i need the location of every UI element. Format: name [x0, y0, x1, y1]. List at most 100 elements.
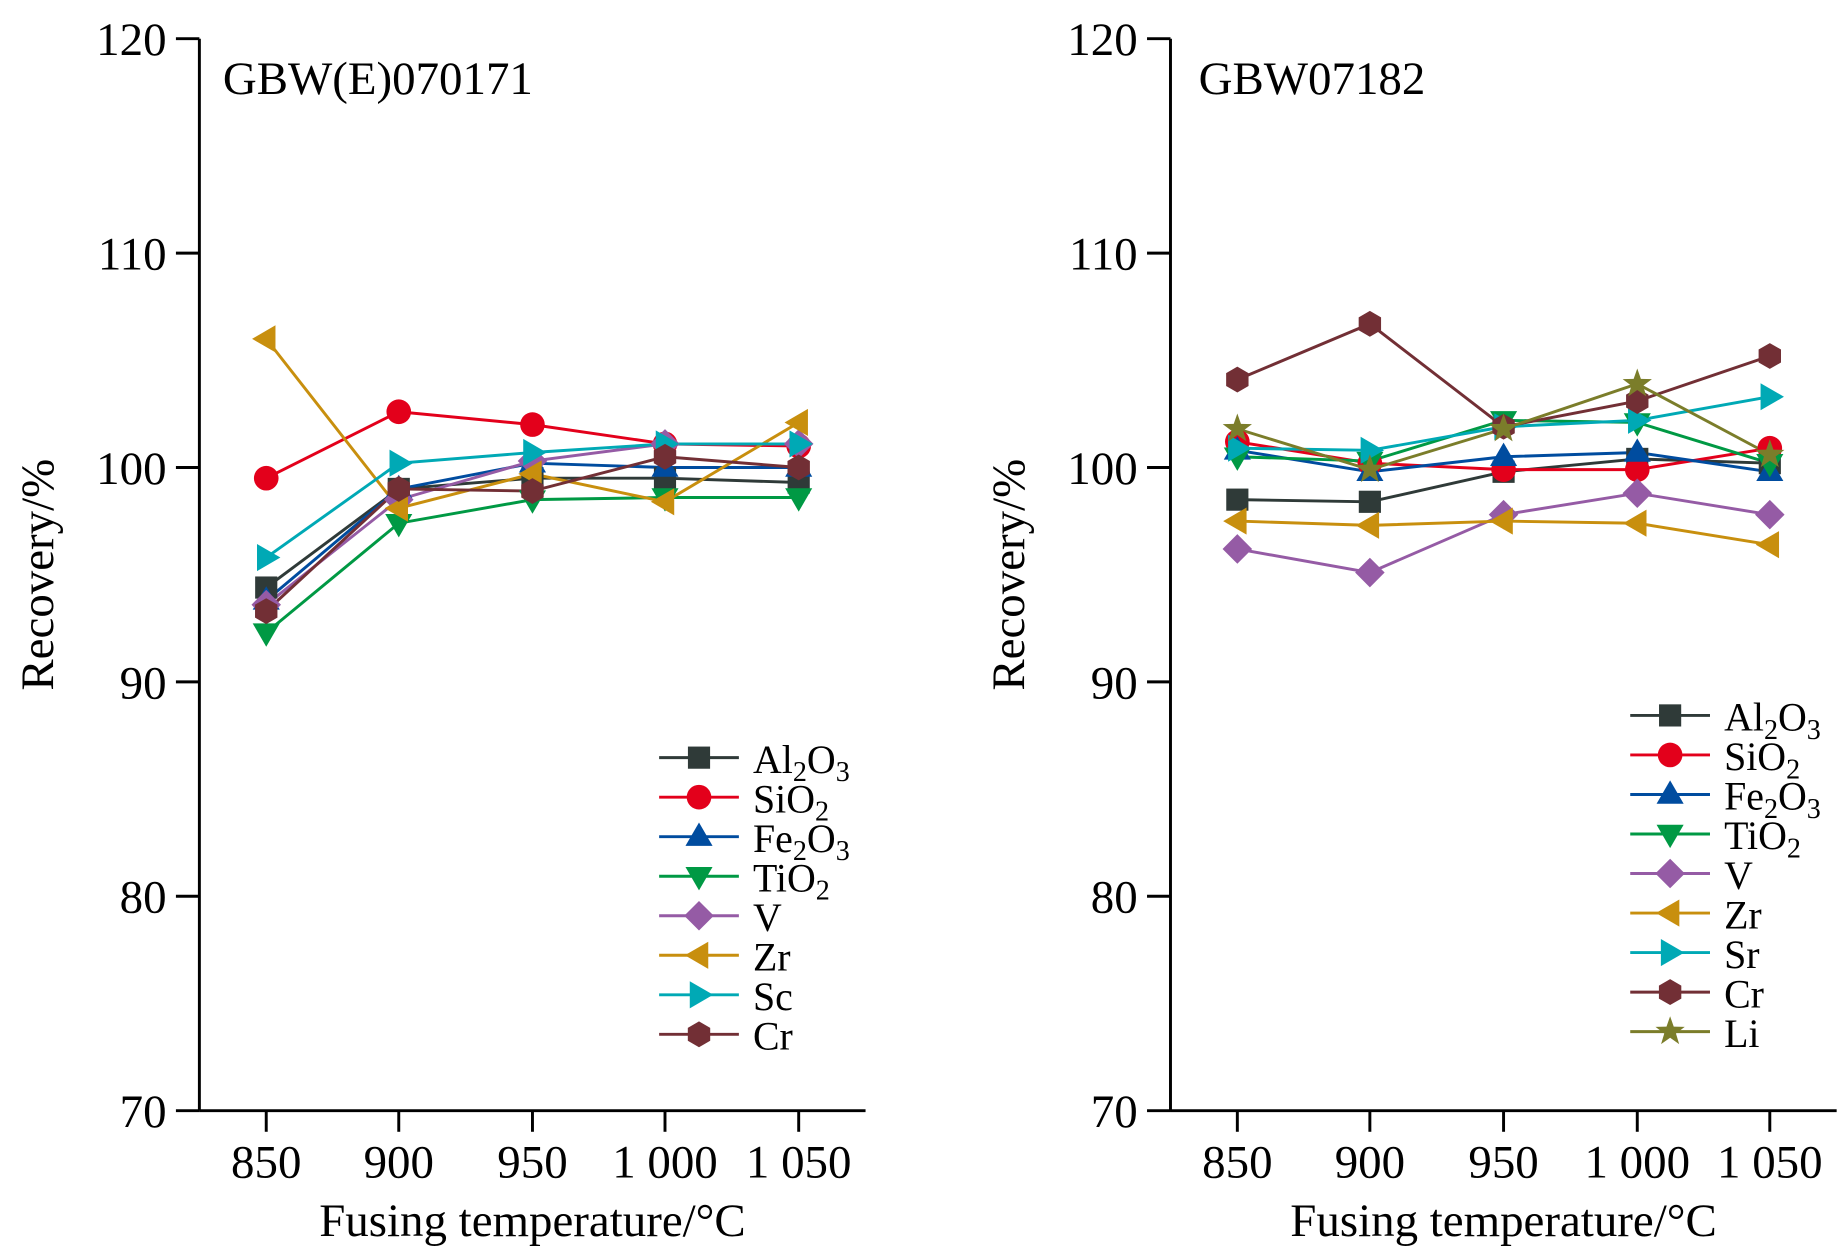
data-point-cr: [255, 598, 278, 625]
legend-marker-cr: [1658, 979, 1682, 1006]
legend-marker-v: [1655, 858, 1685, 889]
y-tick-label: 110: [98, 229, 167, 281]
legend-label-sio2: SiO2: [1724, 734, 1800, 785]
legend-label-fe2o3: Fe2O3: [1724, 774, 1821, 825]
data-point-sio2: [520, 412, 545, 437]
data-point-sr: [1360, 436, 1385, 464]
x-axis-label: Fusing temperature/°C: [319, 1195, 746, 1247]
chart-title: GBW07182: [1199, 53, 1426, 105]
legend-marker-v: [684, 900, 714, 931]
data-point-v: [1355, 557, 1385, 588]
legend-label-tio2: TiO2: [1724, 813, 1801, 864]
data-point-zr: [1355, 511, 1380, 539]
data-point-fe2o3: [1623, 438, 1651, 462]
legend-marker-cr: [687, 1021, 711, 1048]
legend-label-fe2o3: Fe2O3: [753, 816, 850, 867]
legend-label-sr: Sr: [1724, 932, 1759, 977]
data-point-cr: [653, 443, 677, 470]
data-point-li: [1355, 454, 1385, 483]
legend-label-zr: Zr: [1724, 892, 1762, 937]
data-point-cr: [521, 478, 544, 505]
data-point-cr: [1358, 310, 1382, 337]
data-point-sc: [389, 449, 413, 477]
legend-marker-zr: [1655, 899, 1680, 927]
y-tick-label: 100: [1067, 443, 1137, 495]
data-point-cr: [1226, 366, 1249, 393]
data-point-zr: [1223, 507, 1247, 535]
data-point-sc: [256, 543, 281, 572]
y-axis-label: Recovery/%: [983, 459, 1035, 691]
y-tick-label: 70: [1091, 1086, 1138, 1138]
data-point-sio2: [1624, 457, 1650, 482]
x-tick-label: 1 000: [612, 1137, 718, 1189]
x-tick-label: 1 050: [1717, 1137, 1823, 1189]
data-point-cr: [1626, 388, 1649, 414]
data-point-zr: [252, 325, 276, 353]
y-tick-label: 90: [120, 657, 167, 709]
y-tick-label: 120: [96, 14, 166, 66]
x-tick-label: 1 000: [1584, 1137, 1690, 1189]
data-point-li: [1622, 368, 1652, 397]
legend-label-cr: Cr: [1724, 971, 1764, 1016]
data-point-zr: [1623, 509, 1647, 537]
data-point-sr: [1628, 406, 1652, 434]
data-point-v: [517, 446, 548, 476]
data-point-li: [1488, 413, 1519, 442]
legend-label-v: V: [1724, 853, 1753, 898]
legend-marker-li: [1655, 1016, 1685, 1045]
chart-title: GBW(E)070171: [223, 53, 533, 105]
data-point-sr: [1760, 383, 1784, 411]
legend-marker-tio2: [1656, 824, 1684, 849]
data-point-zr: [784, 408, 808, 437]
x-axis-label: Fusing temperature/°C: [1290, 1195, 1717, 1247]
data-point-tio2: [385, 513, 413, 538]
legend-marker-sio2: [686, 784, 712, 810]
x-tick-label: 850: [1202, 1137, 1272, 1189]
legend-label-al2o3: Al2O3: [753, 737, 850, 788]
y-tick-label: 80: [120, 872, 167, 924]
y-tick-label: 120: [1067, 14, 1137, 66]
x-tick-label: 850: [231, 1137, 301, 1189]
data-point-v: [1755, 499, 1785, 530]
data-point-al2o3: [1358, 490, 1381, 513]
data-point-sc: [523, 438, 547, 467]
legend-marker-sr: [1660, 939, 1685, 967]
data-point-zr: [384, 494, 408, 522]
y-tick-label: 70: [120, 1086, 167, 1138]
data-point-cr: [1758, 343, 1782, 369]
data-point-fe2o3: [1490, 442, 1518, 467]
legend-label-zr: Zr: [753, 935, 791, 980]
legend-label-al2o3: Al2O3: [1724, 695, 1821, 746]
data-point-cr: [787, 454, 810, 481]
chart-panel-2: 70 80 90 100 110 120 850 900 950 1 000 1 050Fusing…: [983, 14, 1837, 1247]
legend-label-v: V: [753, 895, 782, 940]
legend-marker-fe2o3: [685, 822, 713, 846]
data-point-sio2: [386, 399, 412, 425]
data-point-li: [1222, 413, 1252, 442]
legend-label-sio2: SiO2: [753, 776, 829, 827]
legend-marker-tio2: [685, 866, 713, 891]
legend-marker-sc: [689, 981, 714, 1009]
x-tick-label: 900: [1335, 1137, 1405, 1189]
legend-marker-zr: [684, 941, 709, 969]
series-line-tio2: [265, 496, 799, 634]
data-point-sc: [789, 430, 813, 458]
y-tick-label: 90: [1091, 657, 1138, 709]
x-tick-label: 900: [364, 1137, 434, 1189]
x-tick-label: 1 050: [746, 1137, 852, 1189]
data-point-cr: [387, 475, 410, 502]
y-tick-label: 110: [1069, 229, 1138, 281]
legend-marker-fe2o3: [1656, 780, 1684, 804]
data-point-v: [1622, 478, 1653, 508]
legend-label-li: Li: [1724, 1011, 1759, 1056]
legend-marker-al2o3: [687, 746, 711, 769]
data-point-sio2: [253, 465, 279, 491]
legend-label-tio2: TiO2: [753, 855, 830, 906]
chart-panel-1: 70 80 90 100 110 120 850 900 950 1 000 1 050Fusing…: [12, 14, 866, 1247]
data-point-sr: [1228, 434, 1252, 462]
data-point-zr: [650, 488, 675, 516]
x-tick-label: 950: [1468, 1137, 1538, 1189]
